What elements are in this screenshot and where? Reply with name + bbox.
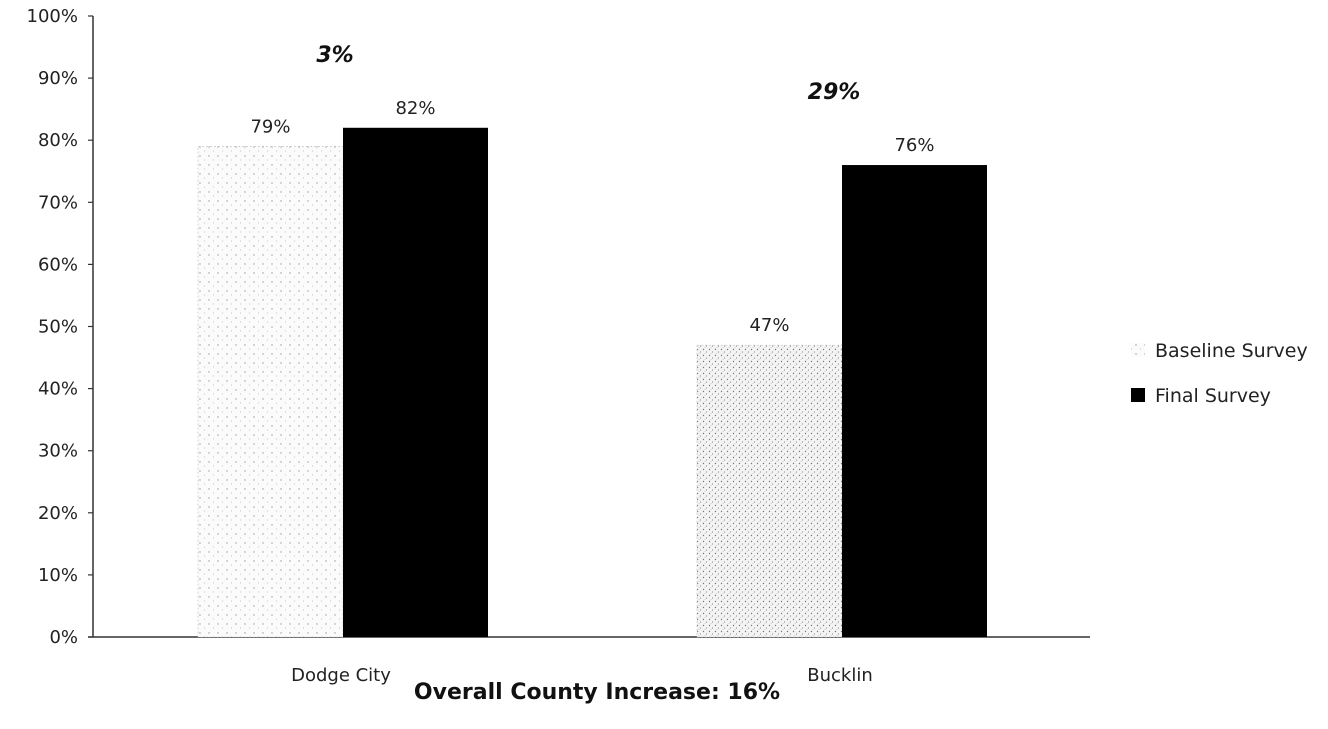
bar-final-bucklin [842,165,987,638]
y-tick-label: 80% [38,130,78,151]
y-tick-label: 0% [49,627,78,648]
y-axis: 0% 10% 20% 30% 40% 50% 60% 70% 80% 90% 100% [27,6,94,648]
legend-swatch-final [1131,388,1145,402]
y-tick-label: 40% [38,379,78,400]
bar-baseline-bucklin [696,344,843,638]
y-tick-label: 90% [38,68,78,89]
data-labels: 79% 82% 47% 76% [250,98,934,336]
bars [197,127,987,638]
increase-labels: 3% 29% [316,43,860,105]
data-label-baseline-dodge-city: 79% [250,116,290,137]
y-tick-label: 10% [38,565,78,586]
y-tick-label: 30% [38,441,78,462]
y-tick-label: 20% [38,503,78,524]
y-tick-label: 100% [27,6,78,27]
y-tick-label: 60% [38,254,78,275]
x-tick-label: Dodge City [291,665,391,686]
x-tick-label: Bucklin [807,665,873,686]
y-tick-label: 50% [38,317,78,338]
increase-label-dodge-city: 3% [316,43,353,68]
legend: Baseline Survey Final Survey [1131,340,1308,407]
bar-baseline-dodge-city [197,146,344,638]
x-axis: Dodge City Bucklin [88,636,1090,686]
data-label-final-dodge-city: 82% [395,98,435,119]
increase-label-bucklin: 29% [808,80,861,105]
data-label-final-bucklin: 76% [894,135,934,156]
legend-swatch-baseline [1131,343,1145,357]
legend-label-baseline: Baseline Survey [1155,340,1308,362]
footer-label: Overall County Increase: 16% [414,680,780,705]
y-tick-label: 70% [38,192,78,213]
legend-label-final: Final Survey [1155,385,1271,407]
data-label-baseline-bucklin: 47% [749,315,789,336]
bar-final-dodge-city [343,127,488,637]
